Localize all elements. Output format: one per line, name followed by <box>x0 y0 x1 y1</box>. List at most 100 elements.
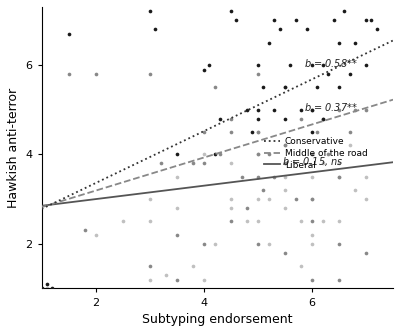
Y-axis label: Hawkish anti-terror: Hawkish anti-terror <box>7 88 20 208</box>
Point <box>38 286 45 291</box>
Point <box>255 174 261 179</box>
Point <box>206 62 212 68</box>
Point <box>217 116 223 121</box>
Point <box>92 232 99 237</box>
Point <box>314 130 320 135</box>
Point <box>363 196 369 202</box>
Point <box>320 116 326 121</box>
Point <box>298 219 304 224</box>
Point <box>298 263 304 269</box>
Point <box>271 18 277 23</box>
Point <box>325 152 331 157</box>
Point <box>352 107 358 113</box>
Point <box>190 263 196 269</box>
Point <box>309 232 315 237</box>
Point <box>212 85 218 90</box>
Point <box>266 196 272 202</box>
Point <box>309 277 315 282</box>
Point <box>233 18 240 23</box>
Point <box>298 116 304 121</box>
Point <box>282 174 288 179</box>
Point <box>244 219 250 224</box>
Point <box>174 277 180 282</box>
Point <box>347 71 353 77</box>
Point <box>282 161 288 166</box>
Point <box>374 27 380 32</box>
Point <box>190 161 196 166</box>
Point <box>368 18 375 23</box>
Point <box>255 241 261 246</box>
Point <box>201 130 207 135</box>
Point <box>146 219 153 224</box>
Point <box>282 143 288 148</box>
Point <box>336 161 342 166</box>
Point <box>309 196 315 202</box>
Point <box>201 161 207 166</box>
Point <box>276 27 283 32</box>
Point <box>309 152 315 157</box>
Point <box>146 196 153 202</box>
Point <box>44 281 50 287</box>
Point <box>260 187 266 193</box>
Point <box>146 71 153 77</box>
Point <box>363 62 369 68</box>
Point <box>336 85 342 90</box>
Point <box>336 107 342 113</box>
Point <box>363 174 369 179</box>
Point <box>309 241 315 246</box>
Point <box>92 71 99 77</box>
Point <box>336 277 342 282</box>
Point <box>314 85 320 90</box>
Point <box>341 9 348 14</box>
Point <box>174 174 180 179</box>
Point <box>174 152 180 157</box>
Point <box>287 62 294 68</box>
Point <box>228 196 234 202</box>
X-axis label: Subtyping endorsement: Subtyping endorsement <box>142 313 293 326</box>
Point <box>44 286 50 291</box>
Point <box>320 116 326 121</box>
Point <box>282 116 288 121</box>
Point <box>228 9 234 14</box>
Point <box>260 85 266 90</box>
Point <box>217 152 223 157</box>
Point <box>255 130 261 135</box>
Point <box>336 241 342 246</box>
Point <box>163 272 169 278</box>
Point <box>282 187 288 193</box>
Point <box>282 143 288 148</box>
Point <box>255 219 261 224</box>
Point <box>266 40 272 45</box>
Point <box>238 174 245 179</box>
Point <box>347 143 353 148</box>
Point <box>352 187 358 193</box>
Point <box>255 152 261 157</box>
Point <box>255 196 261 202</box>
Point <box>255 130 261 135</box>
Point <box>174 232 180 237</box>
Point <box>309 219 315 224</box>
Point <box>336 174 342 179</box>
Point <box>152 27 158 32</box>
Point <box>363 18 369 23</box>
Point <box>66 71 72 77</box>
Point <box>146 9 153 14</box>
Point <box>244 205 250 211</box>
Point <box>309 130 315 135</box>
Point <box>201 67 207 72</box>
Point <box>292 196 299 202</box>
Point <box>309 152 315 157</box>
Point <box>255 62 261 68</box>
Text: $b$ = 0.58**: $b$ = 0.58** <box>304 57 358 69</box>
Point <box>255 152 261 157</box>
Point <box>201 277 207 282</box>
Point <box>266 241 272 246</box>
Point <box>325 71 331 77</box>
Point <box>352 40 358 45</box>
Point <box>244 107 250 113</box>
Point <box>330 18 337 23</box>
Legend: Conservative, Middle of the road, Liberal: Conservative, Middle of the road, Libera… <box>264 137 368 169</box>
Point <box>228 161 234 166</box>
Point <box>212 241 218 246</box>
Point <box>292 18 299 23</box>
